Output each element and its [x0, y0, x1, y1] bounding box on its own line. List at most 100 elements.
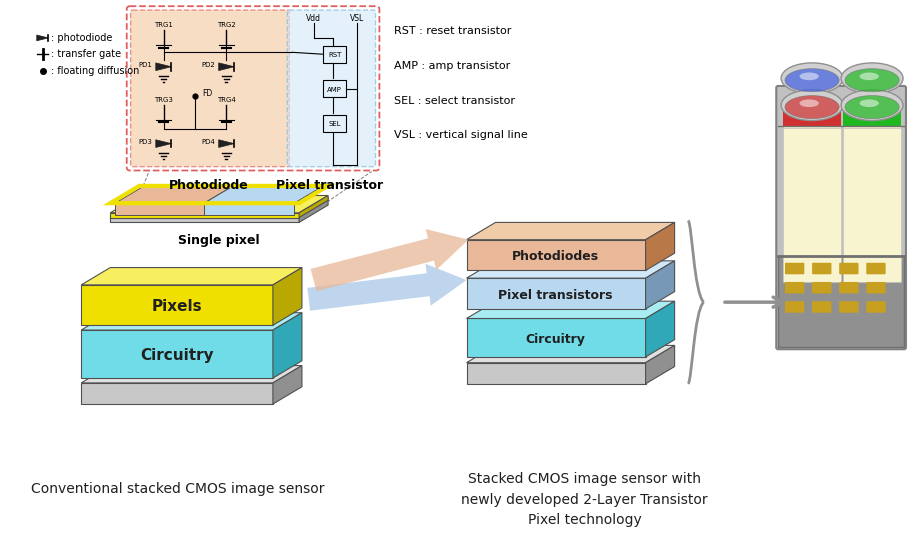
- FancyBboxPatch shape: [812, 301, 832, 313]
- Bar: [323, 80, 346, 97]
- Polygon shape: [82, 267, 302, 285]
- Polygon shape: [299, 197, 328, 222]
- Polygon shape: [299, 195, 328, 217]
- Polygon shape: [110, 213, 299, 217]
- Polygon shape: [308, 264, 466, 311]
- Text: Pixel transistor: Pixel transistor: [276, 179, 384, 192]
- Bar: [783, 128, 841, 282]
- Text: Pixels: Pixels: [151, 300, 202, 315]
- Polygon shape: [645, 261, 675, 309]
- Polygon shape: [466, 261, 675, 278]
- Text: Photodiodes: Photodiodes: [512, 251, 599, 264]
- Ellipse shape: [781, 63, 843, 94]
- Ellipse shape: [800, 100, 819, 107]
- Text: VSL : vertical signal line: VSL : vertical signal line: [394, 130, 528, 140]
- Text: RST: RST: [328, 52, 341, 58]
- Polygon shape: [466, 345, 675, 363]
- FancyBboxPatch shape: [777, 86, 906, 349]
- Polygon shape: [82, 366, 302, 383]
- Polygon shape: [466, 222, 675, 240]
- FancyBboxPatch shape: [785, 263, 804, 274]
- Polygon shape: [218, 63, 234, 70]
- Bar: [843, 128, 901, 282]
- Polygon shape: [218, 140, 234, 147]
- Polygon shape: [466, 363, 645, 384]
- Polygon shape: [82, 330, 273, 378]
- Text: Circuitry: Circuitry: [140, 349, 214, 364]
- FancyBboxPatch shape: [839, 282, 858, 294]
- Text: Vdd: Vdd: [306, 14, 321, 23]
- Polygon shape: [645, 222, 675, 271]
- Polygon shape: [82, 285, 273, 325]
- Text: SEL : select transistor: SEL : select transistor: [394, 96, 515, 105]
- Text: TRG1: TRG1: [154, 22, 173, 29]
- Polygon shape: [156, 63, 172, 70]
- FancyBboxPatch shape: [130, 10, 289, 167]
- FancyBboxPatch shape: [839, 301, 858, 313]
- FancyBboxPatch shape: [867, 301, 886, 313]
- Polygon shape: [466, 301, 675, 318]
- Text: SEL: SEL: [329, 122, 341, 128]
- Bar: [843, 107, 901, 126]
- Ellipse shape: [845, 96, 900, 118]
- Ellipse shape: [845, 69, 900, 91]
- FancyBboxPatch shape: [812, 263, 832, 274]
- Text: Conventional stacked CMOS image sensor: Conventional stacked CMOS image sensor: [31, 482, 325, 496]
- Text: PD1: PD1: [138, 62, 151, 68]
- Polygon shape: [310, 229, 468, 291]
- Bar: [783, 126, 841, 280]
- Bar: [115, 203, 204, 215]
- Polygon shape: [37, 35, 49, 41]
- FancyBboxPatch shape: [839, 263, 858, 274]
- Ellipse shape: [785, 69, 839, 91]
- FancyBboxPatch shape: [785, 282, 804, 294]
- Bar: [323, 46, 346, 63]
- Text: Single pixel: Single pixel: [178, 234, 260, 247]
- Text: FD: FD: [202, 89, 212, 98]
- FancyBboxPatch shape: [867, 263, 886, 274]
- Text: PD2: PD2: [201, 62, 215, 68]
- Text: TRG3: TRG3: [154, 97, 173, 103]
- Bar: [843, 126, 901, 280]
- Polygon shape: [645, 345, 675, 384]
- Text: : floating diffusion: : floating diffusion: [51, 66, 140, 75]
- Polygon shape: [115, 186, 233, 203]
- Bar: [783, 107, 841, 126]
- Polygon shape: [110, 215, 299, 222]
- Text: RST : reset transistor: RST : reset transistor: [394, 26, 511, 37]
- Ellipse shape: [841, 63, 903, 94]
- Ellipse shape: [800, 73, 819, 80]
- Text: PD4: PD4: [201, 139, 215, 145]
- Polygon shape: [273, 313, 302, 378]
- Ellipse shape: [859, 73, 879, 80]
- Polygon shape: [156, 140, 172, 147]
- Text: AMP: AMP: [328, 87, 342, 93]
- Polygon shape: [466, 240, 645, 271]
- Text: Photodiode: Photodiode: [169, 179, 249, 192]
- Polygon shape: [82, 383, 273, 404]
- Bar: [843, 107, 901, 126]
- Polygon shape: [273, 267, 302, 325]
- Text: VSL: VSL: [350, 14, 364, 23]
- Text: TRG2: TRG2: [217, 22, 236, 29]
- Polygon shape: [110, 197, 328, 215]
- Text: TRG4: TRG4: [217, 97, 236, 103]
- Ellipse shape: [841, 90, 903, 121]
- FancyBboxPatch shape: [867, 282, 886, 294]
- Polygon shape: [466, 318, 645, 357]
- Bar: [778, 256, 904, 348]
- Text: Pixel transistors: Pixel transistors: [498, 289, 613, 302]
- Polygon shape: [645, 301, 675, 357]
- Ellipse shape: [781, 90, 843, 121]
- Bar: [204, 203, 294, 215]
- Polygon shape: [204, 186, 323, 203]
- Ellipse shape: [785, 96, 839, 118]
- Bar: [323, 115, 346, 132]
- FancyBboxPatch shape: [287, 10, 375, 167]
- Bar: [783, 107, 841, 126]
- Text: Circuitry: Circuitry: [526, 333, 586, 346]
- Polygon shape: [273, 366, 302, 404]
- Polygon shape: [110, 195, 328, 213]
- Ellipse shape: [859, 100, 879, 107]
- Text: Stacked CMOS image sensor with
newly developed 2-Layer Transistor
Pixel technolo: Stacked CMOS image sensor with newly dev…: [461, 472, 708, 527]
